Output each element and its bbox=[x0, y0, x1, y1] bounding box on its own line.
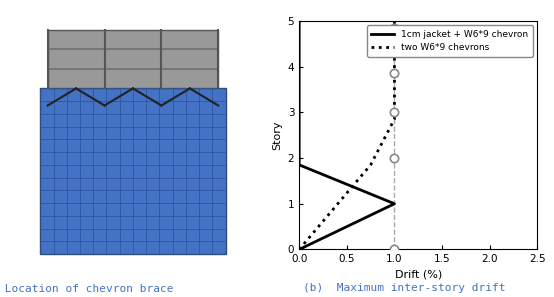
Line: 1cm jacket + W6*9 chevron: 1cm jacket + W6*9 chevron bbox=[299, 21, 394, 249]
two W6*9 chevrons bbox=[391, 19, 398, 23]
1cm jacket + W6*9 chevron bbox=[391, 202, 398, 206]
two W6*9 chevrons bbox=[367, 163, 374, 167]
two W6*9 chevrons bbox=[296, 248, 302, 251]
Line: two W6*9 chevrons: two W6*9 chevrons bbox=[299, 21, 394, 249]
1cm jacket + W6*9 chevron bbox=[296, 248, 302, 251]
two W6*9 chevrons bbox=[391, 117, 398, 121]
Bar bbox=[48, 30, 218, 89]
1cm jacket + W6*9 chevron bbox=[296, 163, 302, 167]
Text: (b)  Maximum inter-story drift: (b) Maximum inter-story drift bbox=[303, 283, 506, 293]
Legend: 1cm jacket + W6*9 chevron, two W6*9 chevrons: 1cm jacket + W6*9 chevron, two W6*9 chev… bbox=[367, 25, 533, 57]
Y-axis label: Story: Story bbox=[272, 120, 282, 150]
X-axis label: Drift (%): Drift (%) bbox=[394, 270, 442, 280]
Bar bbox=[40, 89, 225, 254]
Text: (a)  Location of chevron brace: (a) Location of chevron brace bbox=[0, 283, 173, 293]
1cm jacket + W6*9 chevron bbox=[296, 19, 302, 23]
